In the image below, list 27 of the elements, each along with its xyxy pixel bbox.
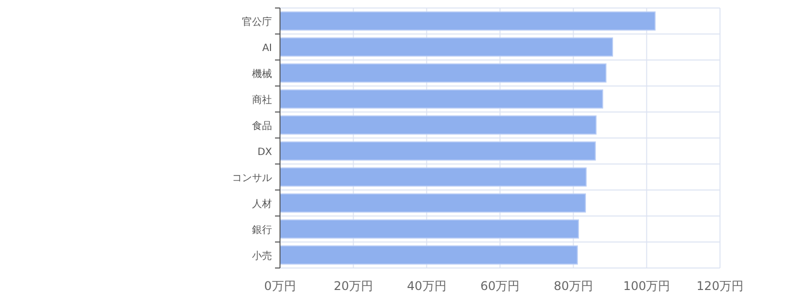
bar [280,115,597,135]
y-tick-label: 官公庁 [242,16,272,28]
bar [280,89,604,109]
bar [280,193,586,213]
x-tick-label: 20万円 [334,279,373,293]
bar [280,245,578,265]
bar [280,11,656,31]
y-tick-label: 商社 [252,94,272,106]
bar [280,63,606,83]
y-tick-label: 機械 [252,68,272,80]
y-tick-label: 銀行 [252,225,272,236]
y-tick-label: 人材 [252,198,272,210]
x-tick-label: 120万円 [696,279,744,293]
bar [280,37,614,57]
y-tick-label: コンサル [232,173,272,184]
x-tick-label: 60万円 [480,279,520,293]
y-tick-label: DX [257,147,272,158]
y-tick-label: AI [262,43,272,54]
bar [280,167,587,187]
y-tick-label: 小売 [252,250,272,262]
x-tick-label: 100万円 [623,279,670,293]
y-tick-label: 食品 [252,120,272,132]
bar [280,141,596,161]
bar [280,219,579,239]
x-tick-label: 0万円 [264,279,296,293]
x-tick-label: 40万円 [407,279,446,293]
x-tick-label: 80万円 [554,279,593,293]
